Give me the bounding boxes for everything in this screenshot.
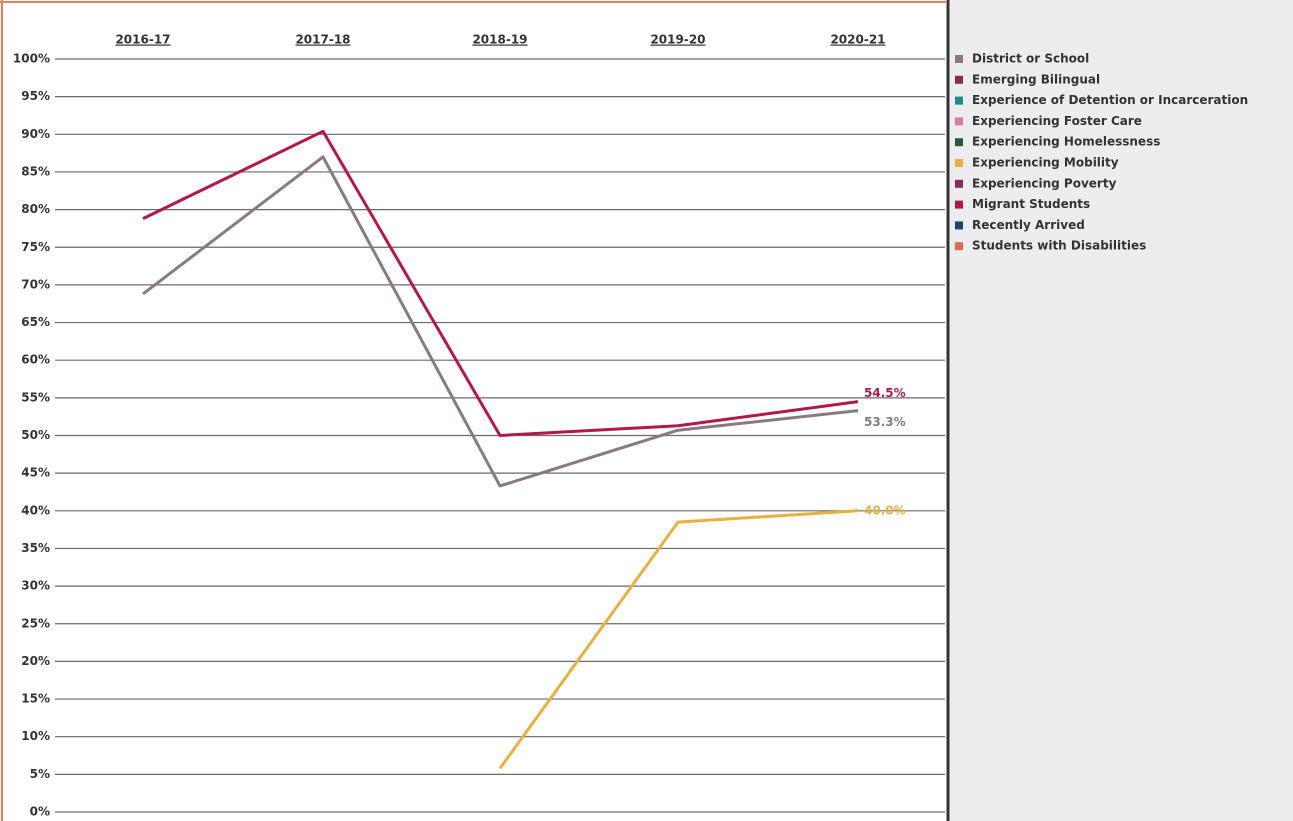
legend-label: Recently Arrived [972,218,1085,232]
y-tick-label: 100% [13,52,50,66]
data-label: 54.5% [864,386,906,400]
x-tick-label: 2016-17 [115,33,170,47]
y-tick-label: 55% [21,390,50,404]
x-tick-label: 2017-18 [295,33,350,47]
data-label: 53.3% [864,415,906,429]
y-tick-label: 25% [21,616,50,630]
y-tick-label: 60% [21,353,50,367]
y-tick-label: 30% [21,579,50,593]
x-tick-label: 2019-20 [650,33,705,47]
legend-swatch [955,55,963,63]
y-tick-label: 40% [21,503,50,517]
legend-swatch [955,242,963,251]
y-tick-label: 90% [21,127,50,141]
y-tick-label: 20% [21,654,50,668]
y-tick-label: 0% [30,805,50,819]
x-tick-label: 2018-19 [472,33,527,47]
legend-label: Experiencing Poverty [972,176,1117,190]
y-tick-label: 50% [21,428,50,442]
y-tick-label: 35% [21,541,50,555]
y-tick-label: 95% [21,89,50,103]
series-line [142,129,859,437]
legend-label: Experience of Detention or Incarceration [972,93,1248,107]
x-tick-label: 2020-21 [830,33,885,47]
series-line [142,155,859,488]
legend-label: Experiencing Mobility [972,156,1119,170]
y-tick-label: 45% [21,466,50,480]
legend-swatch [955,159,963,167]
legend-panel [948,0,1293,821]
y-tick-label: 15% [21,692,50,706]
y-tick-label: 80% [21,202,50,216]
legend-swatch [955,138,963,147]
y-tick-label: 85% [21,164,50,178]
legend-swatch [955,96,963,105]
series-line [498,509,859,770]
legend-label: District or School [972,52,1089,66]
legend-swatch [955,75,963,84]
legend-label: Migrant Students [972,197,1090,211]
legend-swatch [955,179,963,188]
legend-swatch [955,200,963,209]
legend-label: Experiencing Foster Care [972,114,1142,128]
y-tick-label: 70% [21,277,50,291]
y-tick-label: 75% [21,240,50,254]
y-tick-label: 65% [21,315,50,329]
data-label: 40.0% [864,503,906,517]
y-tick-label: 10% [21,729,50,743]
legend-swatch [955,221,963,230]
y-tick-label: 5% [30,767,50,781]
legend-label: Experiencing Homelessness [972,135,1160,149]
legend-label: Students with Disabilities [972,239,1146,253]
legend-label: Emerging Bilingual [972,72,1100,86]
legend-swatch [955,117,963,126]
